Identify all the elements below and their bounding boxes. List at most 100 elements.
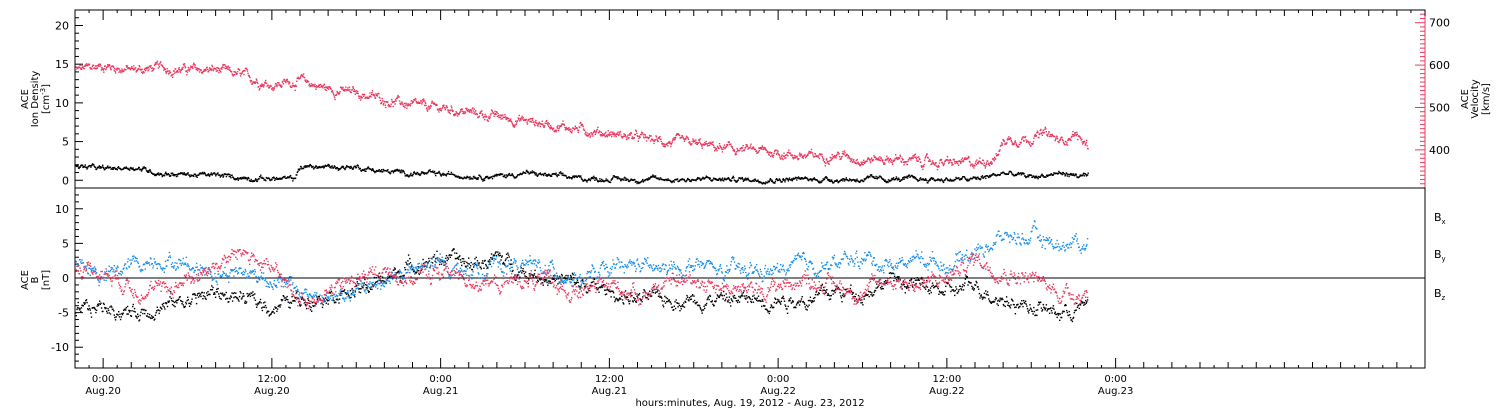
density-point — [1075, 174, 1078, 176]
bx-point — [674, 301, 676, 303]
bx-point — [447, 256, 449, 259]
velocity-point — [209, 69, 212, 71]
density-point — [90, 166, 92, 168]
bx-point — [244, 302, 246, 304]
velocity-point — [660, 140, 663, 143]
velocity-point — [288, 83, 290, 85]
velocity-point — [977, 161, 980, 164]
density-point — [213, 172, 216, 174]
bx-point — [79, 308, 81, 310]
velocity-point — [507, 117, 509, 119]
density-point — [80, 165, 82, 167]
velocity-point — [797, 158, 799, 161]
bx-point — [449, 256, 451, 258]
density-point — [1010, 171, 1012, 173]
density-point — [241, 176, 243, 179]
bx-point — [92, 307, 95, 309]
velocity-point — [485, 115, 487, 117]
bx-point — [577, 281, 579, 284]
velocity-point — [409, 104, 411, 106]
velocity-point — [705, 142, 707, 145]
bx-point — [702, 309, 705, 311]
density-point — [364, 170, 366, 172]
velocity-point — [436, 104, 438, 106]
density-point — [599, 178, 601, 180]
density-point — [165, 171, 167, 173]
density-point — [670, 180, 673, 183]
bx-point — [350, 293, 353, 295]
density-point — [1079, 174, 1081, 176]
bx-point — [309, 309, 312, 311]
velocity-point — [888, 159, 890, 162]
velocity-point — [280, 86, 283, 88]
velocity-point — [916, 160, 918, 162]
velocity-point — [374, 97, 377, 99]
velocity-point — [924, 159, 926, 161]
bx-point — [83, 302, 85, 304]
bx-point — [199, 295, 201, 297]
bx-point — [388, 275, 391, 277]
bx-point — [683, 302, 685, 304]
density-point — [813, 177, 815, 179]
velocity-point — [178, 69, 181, 71]
density-point — [778, 179, 780, 181]
velocity-point — [519, 120, 521, 122]
density-point — [1020, 172, 1022, 174]
velocity-point — [427, 105, 430, 107]
density-point — [103, 167, 105, 169]
velocity-point — [348, 89, 350, 92]
density-point — [1047, 175, 1049, 177]
velocity-point — [260, 85, 262, 87]
bx-point — [655, 291, 657, 293]
bx-point — [283, 297, 286, 299]
velocity-point — [916, 159, 918, 161]
velocity-point — [823, 161, 825, 163]
velocity-point — [339, 91, 341, 93]
velocity-point — [411, 102, 414, 104]
bx-point — [213, 293, 215, 295]
velocity-point — [378, 93, 380, 95]
density-point — [828, 178, 830, 181]
bx-point — [178, 298, 180, 300]
density-point — [610, 179, 612, 181]
bx-point — [490, 253, 493, 255]
velocity-point — [218, 71, 220, 74]
velocity-point — [110, 69, 112, 71]
velocity-point — [1043, 131, 1045, 134]
velocity-point — [525, 118, 528, 121]
bx-point — [301, 296, 303, 299]
bx-point — [366, 284, 368, 286]
velocity-point — [948, 161, 950, 163]
bx-point — [279, 306, 281, 308]
density-point — [690, 180, 692, 183]
velocity-point — [1074, 132, 1076, 135]
bx-point — [261, 307, 263, 309]
velocity-point — [224, 64, 226, 66]
velocity-point — [709, 141, 711, 143]
velocity-point — [905, 161, 908, 163]
density-point — [880, 176, 882, 178]
bx-point — [221, 293, 223, 295]
velocity-point — [83, 68, 85, 70]
velocity-point — [162, 66, 164, 69]
density-point — [600, 178, 603, 181]
velocity-point — [789, 152, 792, 154]
density-point — [680, 179, 683, 181]
velocity-point — [489, 116, 491, 118]
velocity-point — [1079, 136, 1081, 138]
density-point — [367, 166, 369, 168]
velocity-point — [749, 145, 752, 147]
bx-point — [327, 303, 329, 305]
density-point — [831, 179, 833, 181]
velocity-point — [946, 158, 948, 161]
density-point — [798, 177, 801, 179]
velocity-point — [981, 162, 983, 165]
velocity-point — [688, 141, 691, 143]
velocity-point — [358, 95, 360, 97]
velocity-point — [683, 138, 685, 140]
velocity-point — [383, 102, 385, 105]
velocity-point — [151, 67, 154, 69]
density-point — [819, 180, 821, 182]
velocity-point — [152, 68, 155, 71]
density-point — [1039, 176, 1042, 178]
